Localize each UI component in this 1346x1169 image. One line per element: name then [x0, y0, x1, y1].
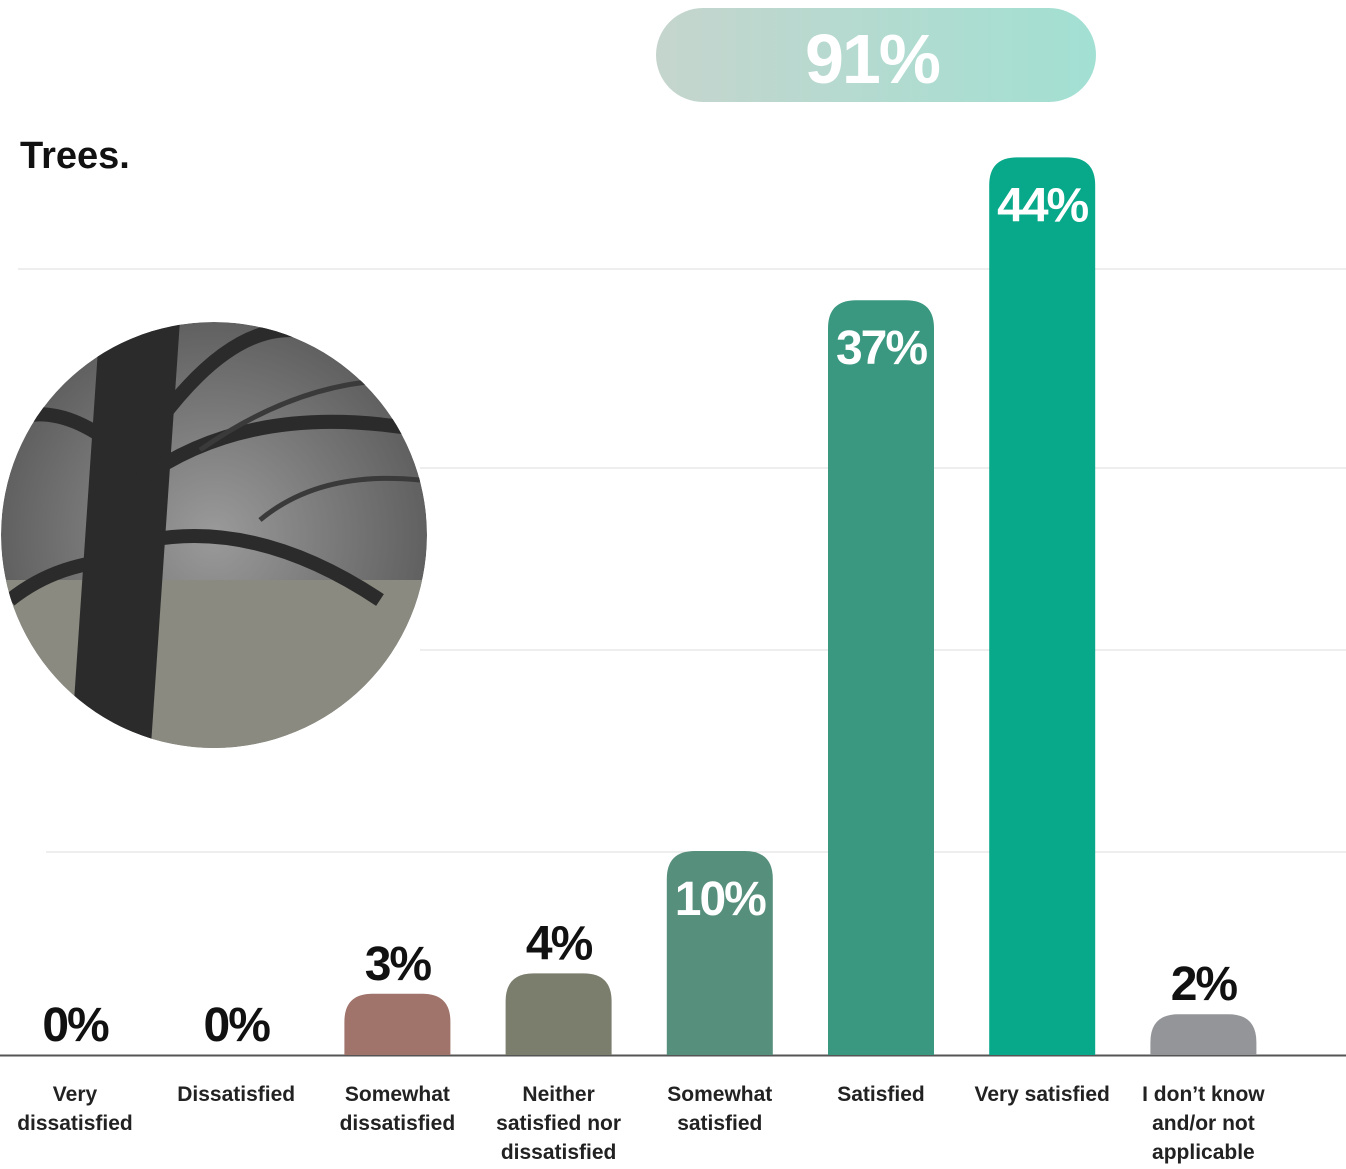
x-tick-label: Very satisfied: [974, 1083, 1110, 1106]
value-label: 0%: [42, 999, 109, 1052]
x-tick-label: Neither satisfied nor dissatisfied: [496, 1083, 622, 1164]
x-tick-label: Satisfied: [837, 1083, 925, 1106]
value-label: 10%: [675, 873, 766, 926]
value-label: 0%: [204, 999, 271, 1052]
bar: [505, 973, 612, 1055]
x-tick-label: Somewhat satisfied: [667, 1083, 773, 1135]
bar: [344, 993, 451, 1055]
bar: [989, 157, 1096, 1055]
chart-title: Trees.: [20, 135, 130, 177]
x-tick-label: Dissatisfied: [177, 1083, 296, 1106]
value-label: 37%: [836, 322, 927, 375]
total-label: 91%: [805, 20, 940, 98]
value-label: 4%: [526, 917, 593, 970]
value-label: 3%: [365, 938, 432, 991]
bar: [666, 851, 773, 1055]
value-label: 44%: [997, 179, 1088, 232]
value-label: 2%: [1171, 958, 1238, 1011]
x-tick-label: Very dissatisfied: [17, 1083, 133, 1135]
bar: [1150, 1014, 1257, 1055]
x-tick-label: Somewhat dissatisfied: [339, 1083, 456, 1135]
bar: [828, 300, 934, 1055]
tree-photo: [1, 322, 427, 748]
x-tick-label: I don’t know and/or not applicable: [1142, 1083, 1265, 1164]
total-pill: [656, 8, 1096, 102]
